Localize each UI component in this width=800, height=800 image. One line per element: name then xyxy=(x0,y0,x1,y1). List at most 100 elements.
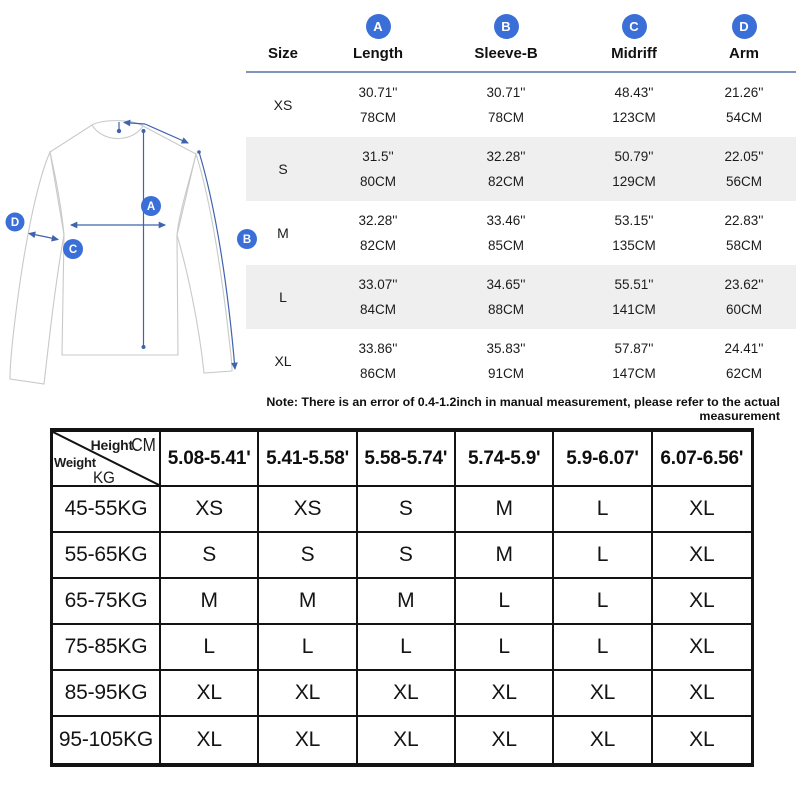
sleeve-cell: 33.46'' 85CM xyxy=(436,201,576,265)
size-cell: XL xyxy=(652,533,751,579)
midriff-cell: 57.87'' 147CM xyxy=(576,329,692,393)
right-sleeve-outline xyxy=(176,151,233,374)
length-cell: 33.07'' 84CM xyxy=(320,265,436,329)
size-cell: XL xyxy=(652,671,751,717)
arm-cell: 22.83'' 58CM xyxy=(692,201,796,265)
value-inches: 32.28'' xyxy=(486,149,526,164)
value-cm: 88CM xyxy=(487,302,524,317)
length-header-label: Length xyxy=(353,45,403,62)
size-cell: L xyxy=(456,579,555,625)
size-label: L xyxy=(279,289,287,305)
size-header-cell: Size xyxy=(246,0,320,71)
arm-cell: 21.26'' 54CM xyxy=(692,73,796,137)
size-label: XL xyxy=(274,353,292,369)
value-inches: 22.05'' xyxy=(724,149,764,164)
svg-text:D: D xyxy=(11,217,19,229)
sleeve-measure-line xyxy=(198,151,238,371)
diagonal-divider xyxy=(53,432,159,485)
size-cell: XL xyxy=(554,717,653,763)
midriff-cell: 50.79'' 129CM xyxy=(576,137,692,201)
size-cell: XL xyxy=(456,717,555,763)
sleeve-cell: 35.83'' 91CM xyxy=(436,329,576,393)
size-cell: L xyxy=(259,625,358,671)
size-cell: L xyxy=(554,487,653,533)
table-row-xl: XL 33.86'' 86CM 35.83'' 91CM 57.87'' 147CM … xyxy=(246,329,796,393)
value-inches: 48.43'' xyxy=(614,85,654,100)
value-inches: 23.62'' xyxy=(724,277,764,292)
arm-arrow-left xyxy=(27,231,45,239)
weight-range-label: 75-85KG xyxy=(53,625,161,671)
size-cell: XL xyxy=(652,579,751,625)
value-cm: 123CM xyxy=(612,110,656,125)
torso-outline xyxy=(49,124,197,356)
value-inches: 30.71'' xyxy=(358,85,398,100)
sleeve-header-label: Sleeve-B xyxy=(474,45,538,62)
length-header-cell: A Length xyxy=(320,0,436,71)
size-cell: S xyxy=(259,533,358,579)
value-cm: 85CM xyxy=(487,238,524,253)
size-cell: M xyxy=(456,487,555,533)
value-cm: 147CM xyxy=(612,366,656,381)
length-cell: 31.5'' 80CM xyxy=(320,137,436,201)
marker-badge-d: D xyxy=(5,212,25,232)
neck-arrow xyxy=(122,119,146,127)
weight-range-label: 65-75KG xyxy=(53,579,161,625)
value-inches: 30.71'' xyxy=(486,85,526,100)
weight-label: Weight xyxy=(54,455,96,470)
weight-range-label: 55-65KG xyxy=(53,533,161,579)
height-range-header: 5.41-5.58' xyxy=(259,432,358,487)
midriff-header-label: Midriff xyxy=(611,45,657,62)
size-cell: L xyxy=(456,625,555,671)
sleeve-cell: 32.28'' 82CM xyxy=(436,137,576,201)
weight-unit-label: KG xyxy=(93,468,115,487)
height-range-header: 5.9-6.07' xyxy=(554,432,653,487)
marker-badge-c: C xyxy=(63,239,83,259)
value-cm: 80CM xyxy=(359,174,396,189)
size-cell: XL xyxy=(652,625,751,671)
sleeve-header-cell: B Sleeve-B xyxy=(436,0,576,71)
size-cell: XS xyxy=(161,487,260,533)
value-cm: 60CM xyxy=(725,302,762,317)
value-cm: 78CM xyxy=(359,110,396,125)
length-cell: 30.71'' 78CM xyxy=(320,73,436,137)
height-range-header: 5.74-5.9' xyxy=(456,432,555,487)
size-cell: XL xyxy=(259,671,358,717)
height-unit-label: CM xyxy=(131,435,156,455)
length-top-dot xyxy=(141,129,146,133)
value-inches: 34.65'' xyxy=(486,277,526,292)
marker-badge-b: B xyxy=(237,229,257,249)
svg-text:A: A xyxy=(147,201,155,213)
size-cell: M xyxy=(161,579,260,625)
value-inches: 33.07'' xyxy=(358,277,398,292)
size-cell: XL xyxy=(652,487,751,533)
table-row-xs: XS 30.71'' 78CM 30.71'' 78CM 48.43'' 123CM … xyxy=(246,73,796,137)
size-cell: S xyxy=(357,533,456,579)
size-cell: M xyxy=(456,533,555,579)
svg-text:C: C xyxy=(69,244,77,256)
weight-range-label: 85-95KG xyxy=(53,671,161,717)
value-cm: 78CM xyxy=(487,110,524,125)
size-cell: L xyxy=(357,625,456,671)
arm-arrow-right xyxy=(43,234,60,242)
length-bottom-dot xyxy=(141,345,146,349)
size-label: M xyxy=(277,225,289,241)
arm-header-cell: D Arm xyxy=(692,0,796,71)
size-cell: M xyxy=(357,579,456,625)
size-cell: XL xyxy=(259,717,358,763)
size-cell: L xyxy=(554,533,653,579)
size-header-label: Size xyxy=(267,45,298,62)
value-inches: 53.15'' xyxy=(614,213,654,228)
value-inches: 32.28'' xyxy=(358,213,398,228)
size-cell: XL xyxy=(357,671,456,717)
size-cell: L xyxy=(161,625,260,671)
value-cm: 82CM xyxy=(487,174,524,189)
table-row-m: M 32.28'' 82CM 33.46'' 85CM 53.15'' 135CM 2… xyxy=(246,201,796,265)
value-cm: 58CM xyxy=(725,238,762,253)
sleeve-cell: 30.71'' 78CM xyxy=(436,73,576,137)
sleeve-cell: 34.65'' 88CM xyxy=(436,265,576,329)
size-label: S xyxy=(278,161,288,177)
value-inches: 33.46'' xyxy=(486,213,526,228)
height-weight-table: Height CM Weight KG 5.08-5.41' 5.41-5.58… xyxy=(50,428,754,767)
value-cm: 54CM xyxy=(725,110,762,125)
